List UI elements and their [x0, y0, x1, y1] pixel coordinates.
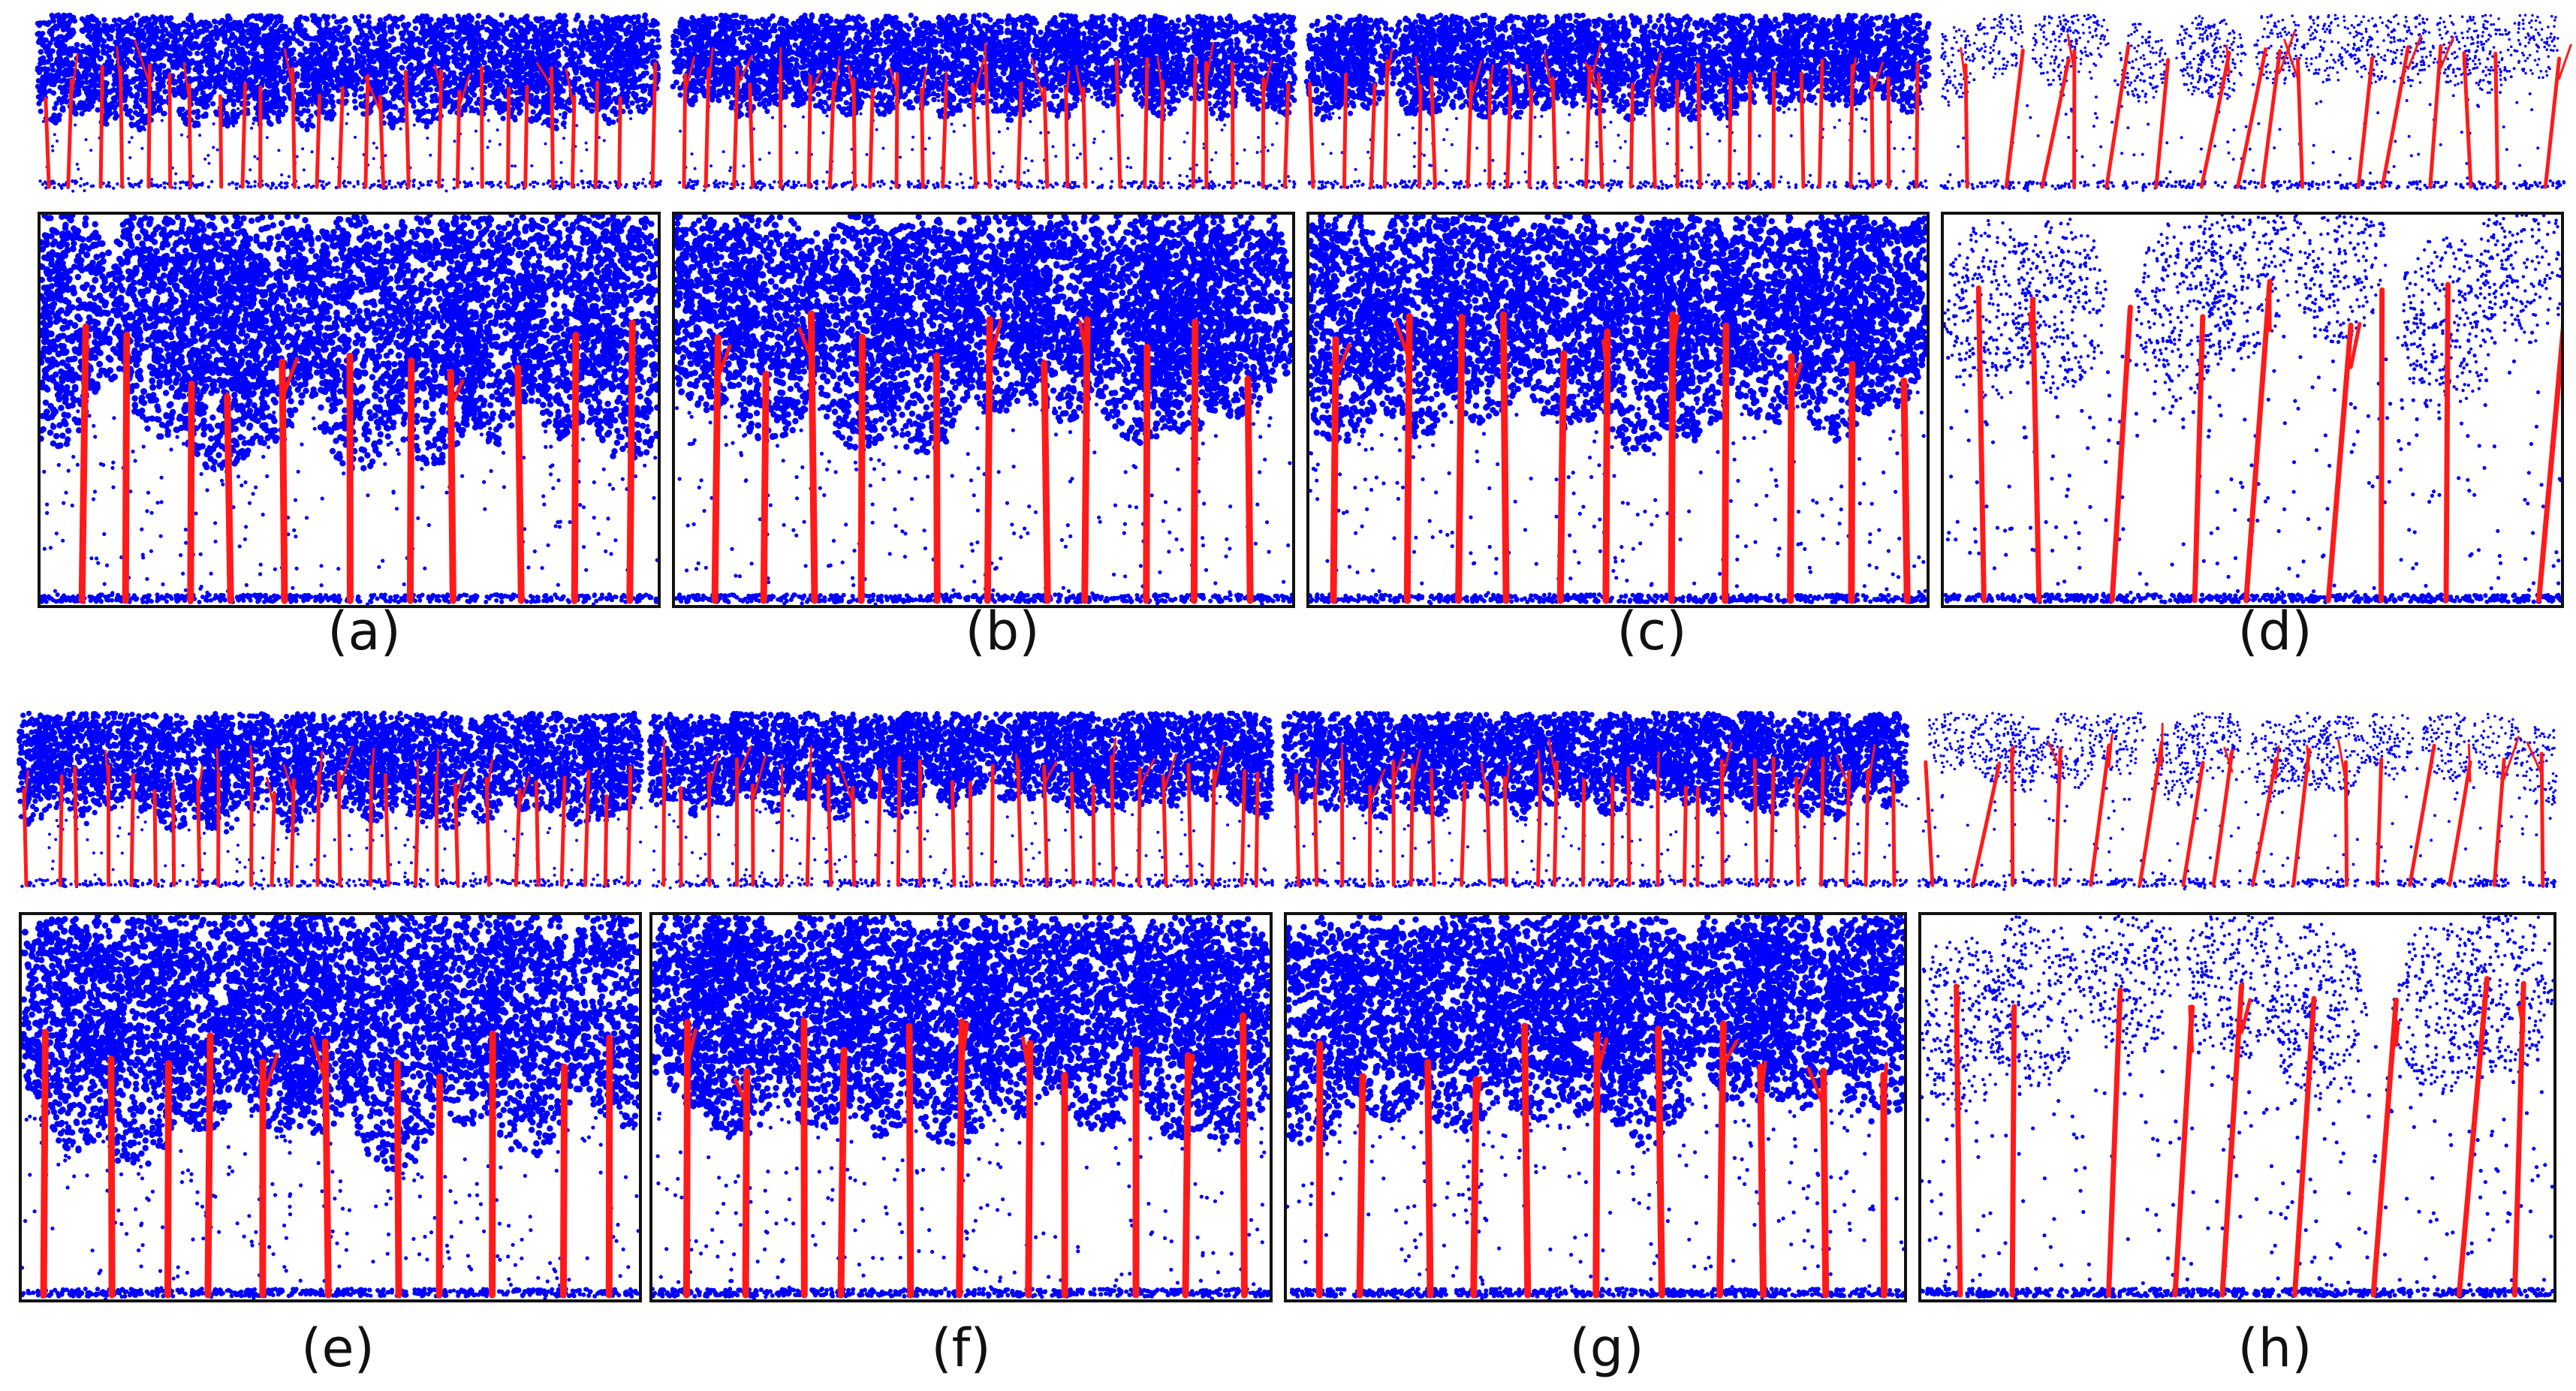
detail-point-cloud-a [41, 215, 658, 605]
detail-view-e [19, 912, 642, 1302]
detail-view-f [649, 912, 1273, 1302]
overview-point-cloud-c [1306, 15, 1930, 191]
overview-point-cloud-f [649, 713, 1273, 890]
overview-point-cloud-e [19, 713, 642, 890]
detail-view-d [1941, 212, 2564, 608]
detail-point-cloud-f [652, 915, 1270, 1299]
panel-h [1918, 713, 2556, 1299]
caption-b: (b) [890, 601, 1115, 662]
detail-view-b [672, 212, 1295, 608]
detail-view-h [1918, 912, 2556, 1302]
caption-d: (d) [2162, 601, 2388, 662]
overview-point-cloud-a [38, 15, 661, 191]
detail-point-cloud-c [1309, 215, 1927, 605]
caption-e: (e) [225, 1317, 450, 1379]
caption-g: (g) [1494, 1317, 1719, 1379]
panel-d [1941, 15, 2564, 601]
panel-e [19, 713, 642, 1299]
caption-a: (a) [252, 601, 477, 662]
caption-f: (f) [848, 1317, 1074, 1379]
detail-point-cloud-h [1921, 915, 2553, 1299]
detail-point-cloud-g [1287, 915, 1904, 1299]
panel-a [38, 15, 661, 601]
detail-point-cloud-e [22, 915, 639, 1299]
panel-b [672, 15, 1295, 601]
detail-view-c [1306, 212, 1930, 608]
caption-c: (c) [1539, 601, 1764, 662]
detail-point-cloud-d [1944, 215, 2561, 605]
overview-point-cloud-d [1941, 15, 2564, 191]
panel-g [1284, 713, 1907, 1299]
panel-f [649, 713, 1273, 1299]
detail-point-cloud-b [675, 215, 1292, 605]
panel-c [1306, 15, 1930, 601]
caption-h: (h) [2162, 1317, 2388, 1379]
detail-view-g [1284, 912, 1907, 1302]
overview-point-cloud-h [1918, 713, 2556, 890]
detail-view-a [38, 212, 661, 608]
overview-point-cloud-g [1284, 713, 1907, 890]
overview-point-cloud-b [672, 15, 1295, 191]
